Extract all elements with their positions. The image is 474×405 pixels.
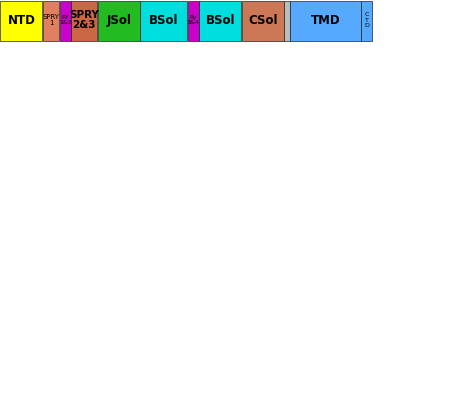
Bar [71, 1, 97, 41]
Bar [0, 1, 42, 41]
Text: CSol: CSol [248, 13, 278, 26]
Bar [361, 1, 372, 41]
Text: SPRY
1: SPRY 1 [43, 14, 60, 26]
Bar [188, 1, 199, 41]
Text: Ry
3&4: Ry 3&4 [187, 15, 200, 25]
Bar [43, 1, 59, 41]
Bar [98, 1, 140, 41]
Text: BSol: BSol [149, 13, 179, 26]
Text: C
T
D: C T D [365, 12, 369, 28]
Bar [284, 1, 290, 41]
Bar [140, 1, 187, 41]
Bar [60, 1, 71, 41]
Bar [242, 1, 284, 41]
Text: JSol: JSol [107, 13, 131, 26]
Bar [290, 1, 361, 41]
Text: NTD: NTD [8, 13, 35, 26]
Text: SPRY
2&3: SPRY 2&3 [69, 10, 100, 30]
Bar [199, 1, 241, 41]
Text: RY
1&2: RY 1&2 [59, 15, 72, 25]
Text: BSol: BSol [206, 13, 235, 26]
Text: TMD: TMD [311, 13, 340, 26]
